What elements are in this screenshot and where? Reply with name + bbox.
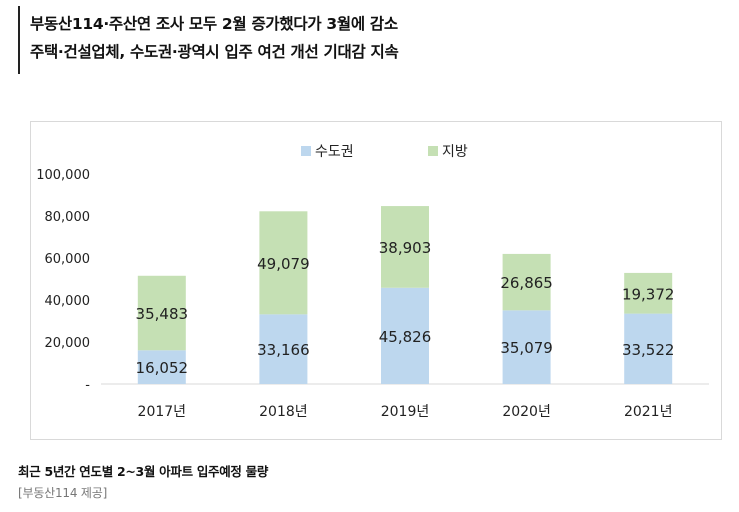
- x-tick-label: 2017년: [138, 404, 187, 420]
- bar-segment: [624, 272, 673, 314]
- legend-label: 수도권: [315, 144, 354, 160]
- data-label: 33,522: [622, 341, 675, 359]
- data-label: 35,483: [136, 305, 189, 323]
- bar-segment: [381, 206, 429, 288]
- bar-segment: [624, 313, 673, 384]
- data-label: 33,166: [257, 341, 310, 359]
- x-tick-label: 2021년: [624, 404, 673, 420]
- stacked-bar-chart: - 20,000 40,000 60,000 80,000 100,000 16,052 35…: [36, 144, 709, 420]
- x-tick-label: 2018년: [259, 404, 308, 420]
- legend-swatch: [301, 146, 311, 156]
- y-tick-label: 60,000: [45, 252, 91, 267]
- chart-frame: - 20,000 40,000 60,000 80,000 100,000 16,052 35…: [30, 121, 722, 440]
- data-label: 26,865: [500, 274, 553, 292]
- legend-swatch: [428, 146, 438, 156]
- data-label: 38,903: [379, 239, 432, 257]
- x-tick-label: 2020년: [502, 404, 551, 420]
- bar-segment: [381, 287, 429, 384]
- bar-segment: [137, 350, 186, 384]
- data-label: 45,826: [379, 328, 432, 346]
- y-tick-label: 100,000: [36, 168, 90, 183]
- headline-line-1: 부동산114·주산연 조사 모두 2월 증가했다가 3월에 감소: [30, 15, 398, 33]
- data-label: 19,372: [622, 285, 675, 303]
- y-tick-label: -: [85, 378, 90, 393]
- data-label: 35,079: [500, 339, 553, 357]
- headline-line-2: 주택·건설업체, 수도권·광역시 입주 여건 개선 기대감 지속: [30, 43, 399, 61]
- bar-segment: [137, 275, 186, 351]
- bar-segment: [259, 314, 308, 384]
- bar-segment: [502, 253, 551, 311]
- data-label: 16,052: [136, 359, 189, 377]
- y-tick-label: 80,000: [45, 210, 91, 225]
- y-tick-label: 40,000: [45, 294, 91, 309]
- chart-caption: 최근 5년간 연도별 2~3월 아파트 입주예정 물량: [18, 464, 269, 479]
- bar-segment: [259, 211, 308, 315]
- source-credit: [부동산114 제공]: [18, 486, 108, 500]
- bar-segment: [502, 310, 551, 384]
- x-tick-label: 2019년: [381, 404, 430, 420]
- data-label: 49,079: [257, 255, 310, 273]
- y-tick-label: 20,000: [45, 336, 91, 351]
- legend-label: 지방: [442, 144, 468, 160]
- headline-block: 부동산114·주산연 조사 모두 2월 증가했다가 3월에 감소 주택·건설업체…: [18, 6, 718, 74]
